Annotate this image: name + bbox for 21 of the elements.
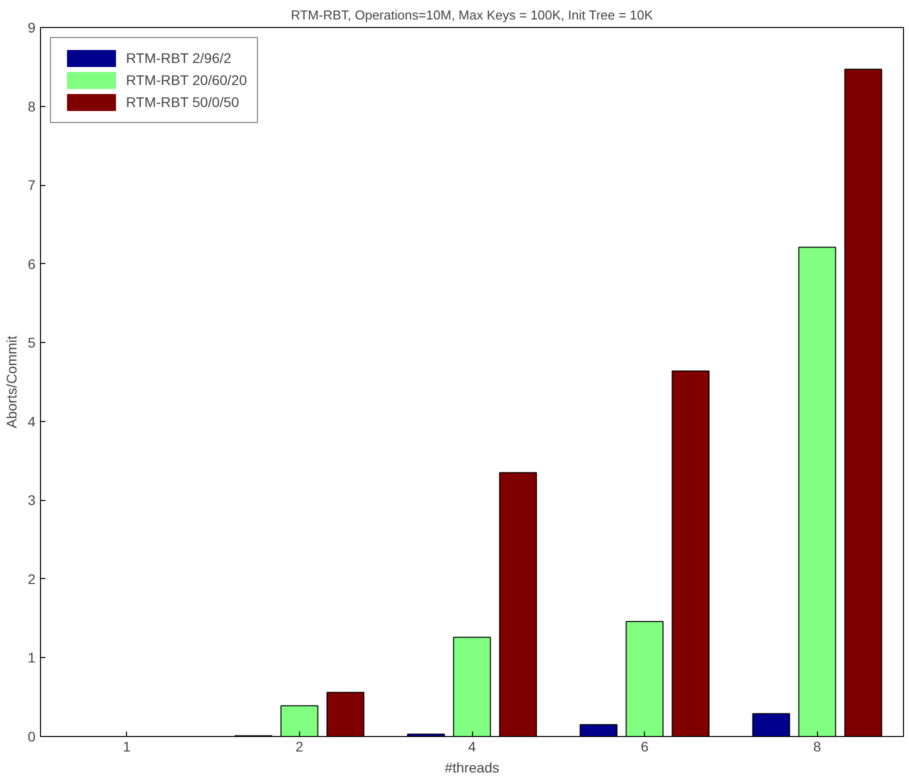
legend-label: RTM-RBT 20/60/20 <box>126 72 247 88</box>
x-tick-label: 1 <box>122 738 131 754</box>
chart-title: RTM-RBT, Operations=10M, Max Keys = 100K, Init Tree = 10K <box>290 8 654 22</box>
y-tick-label: 0 <box>28 728 36 744</box>
y-tick-label: 4 <box>28 413 36 430</box>
x-tick-label: 8 <box>813 738 822 754</box>
y-axis-title: Aborts/Commit <box>4 336 20 428</box>
y-tick-label: 7 <box>28 177 36 194</box>
y-tick-label: 8 <box>28 98 36 114</box>
x-tick-label: 4 <box>468 738 476 754</box>
y-tick-label: 1 <box>28 650 36 666</box>
legend-label: RTM-RBT 2/96/2 <box>126 50 232 66</box>
x-tick-label: 6 <box>640 738 649 754</box>
x-axis-title: #threads <box>444 760 500 776</box>
y-tick-label: 6 <box>28 256 36 272</box>
x-tick-label: 2 <box>296 738 304 754</box>
y-tick-label: 2 <box>28 570 36 587</box>
y-tick-label: 9 <box>28 20 36 36</box>
y-tick-label: 3 <box>28 492 36 508</box>
legend-label: RTM-RBT 50/0/50 <box>126 94 240 110</box>
y-tick-label: 5 <box>28 334 36 351</box>
